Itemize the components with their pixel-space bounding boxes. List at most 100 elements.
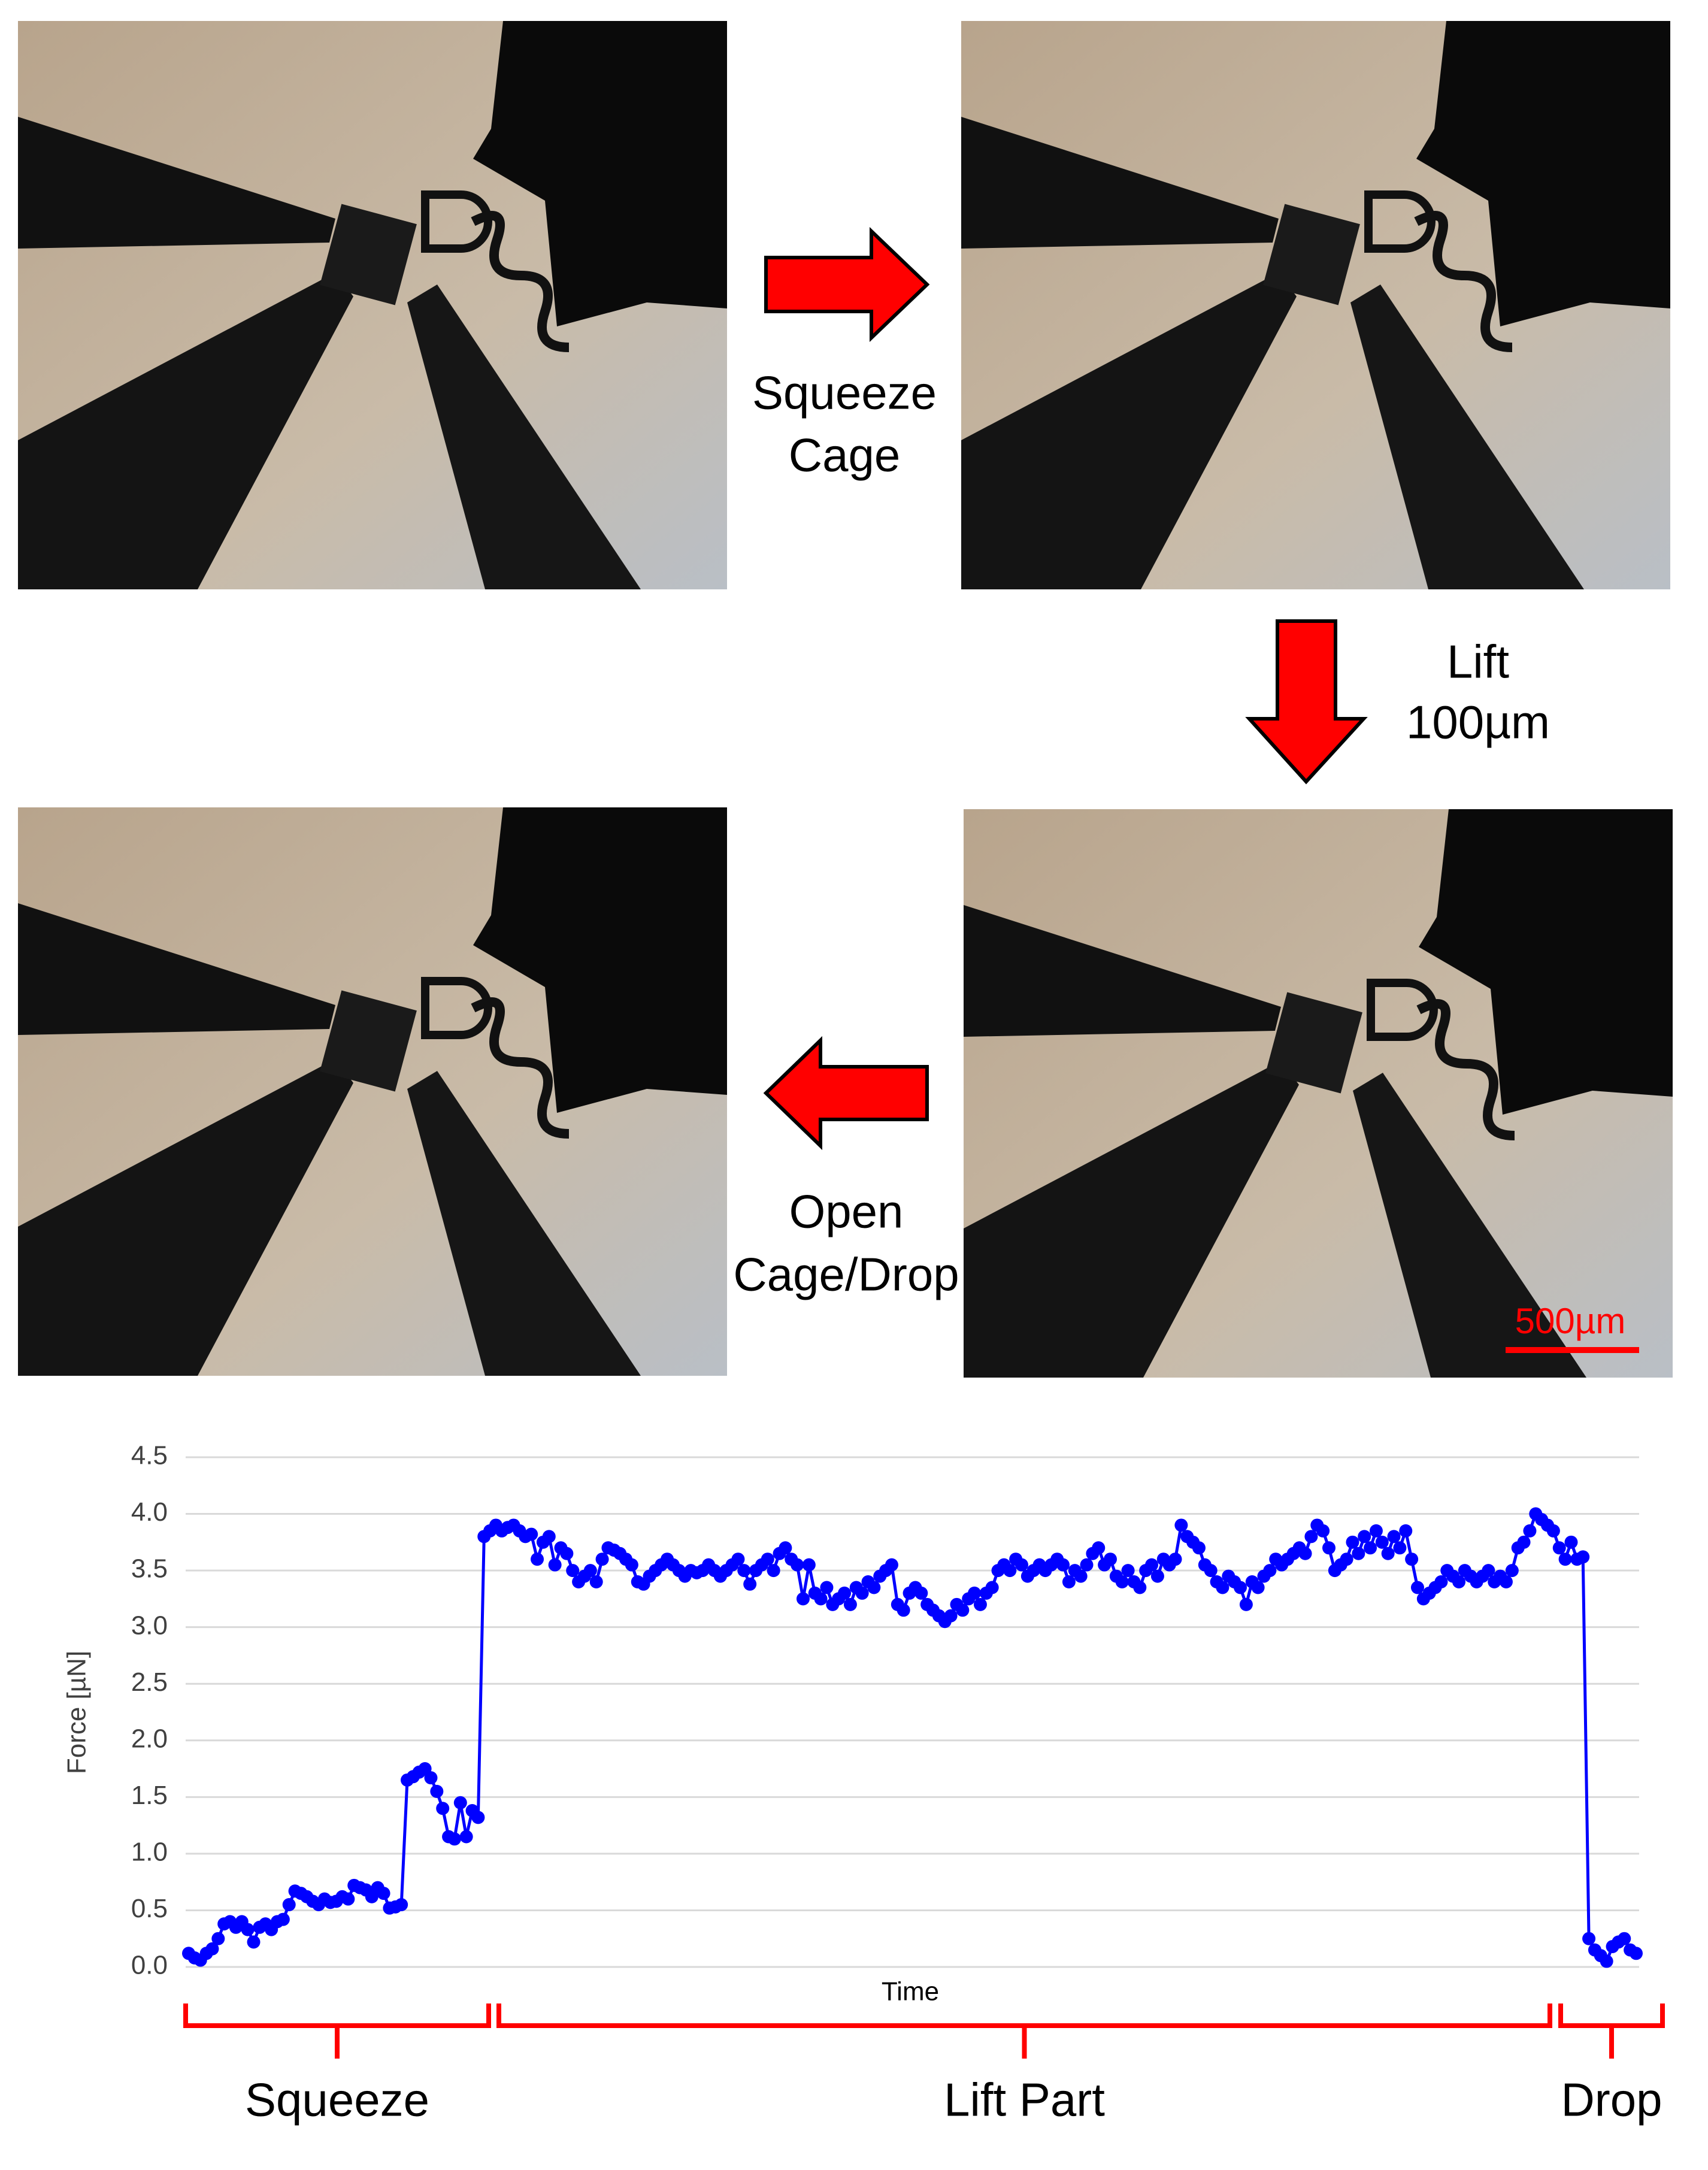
data-point [436, 1802, 450, 1815]
step-label: 100µm [1406, 696, 1550, 749]
data-point [1204, 1564, 1218, 1578]
data-point [566, 1564, 580, 1578]
data-point [1399, 1524, 1413, 1538]
y-tick-label: 3.0 [131, 1611, 168, 1640]
phase-label: Drop [1561, 2074, 1662, 2126]
scale-bar-label: 500µm [1515, 1301, 1626, 1341]
data-point [459, 1830, 473, 1844]
data-point [531, 1552, 544, 1566]
data-point [424, 1771, 438, 1785]
chart: Force [µN] Time 0.0 0.5 1.0 1.5 2.0 2.5 3.0 3.5… [62, 1441, 1665, 2126]
data-point [595, 1552, 609, 1566]
data-line [187, 1511, 1637, 1964]
data-point [796, 1592, 810, 1606]
data-point [1352, 1546, 1365, 1560]
data-point [767, 1564, 780, 1578]
data-point [779, 1541, 792, 1555]
data-point [1340, 1552, 1353, 1566]
y-tick-label: 4.0 [131, 1497, 168, 1527]
data-point [1434, 1575, 1448, 1589]
bracket [183, 2003, 491, 2059]
data-point [1358, 1530, 1371, 1543]
data-point [1523, 1524, 1537, 1538]
data-point [560, 1546, 574, 1560]
photo [18, 807, 727, 1376]
data-point [542, 1530, 556, 1543]
data-point [867, 1581, 881, 1594]
data-point [885, 1558, 898, 1572]
data-point [820, 1581, 834, 1594]
data-point [430, 1784, 444, 1798]
y-tick-label: 2.0 [131, 1724, 168, 1753]
data-point [1304, 1530, 1318, 1543]
y-tick-label: 4.5 [131, 1441, 168, 1470]
y-tick-label: 3.5 [131, 1554, 168, 1584]
data-point [1092, 1541, 1106, 1555]
y-axis-label: Force [µN] [62, 1651, 92, 1774]
x-axis-label: Time [882, 1977, 939, 2006]
step-label: Squeeze [752, 367, 937, 419]
step-label: Lift [1447, 635, 1509, 688]
data-point [377, 1887, 390, 1900]
data-point [985, 1581, 999, 1594]
data-point [1121, 1564, 1135, 1578]
step-label: Open [789, 1185, 904, 1238]
data-point [247, 1935, 261, 1949]
arrow [763, 1036, 929, 1151]
data-point [1393, 1541, 1407, 1555]
data-point [395, 1897, 408, 1911]
data-point [1263, 1564, 1277, 1578]
phase-label: Lift Part [944, 2074, 1105, 2126]
data-point [1564, 1535, 1578, 1549]
arrow [1245, 619, 1368, 785]
photo [964, 809, 1673, 1378]
y-tick-label: 2.5 [131, 1667, 168, 1697]
data-point [1558, 1552, 1572, 1566]
data-point [589, 1575, 603, 1589]
data-point [1582, 1932, 1596, 1945]
data-point [1168, 1552, 1182, 1566]
data-point [1074, 1569, 1088, 1583]
data-point [956, 1603, 970, 1617]
data-point [1546, 1524, 1560, 1538]
data-point [855, 1586, 869, 1600]
data-point [1369, 1524, 1383, 1538]
data-point [341, 1892, 355, 1906]
data-point [276, 1912, 290, 1926]
data-point [1505, 1564, 1519, 1578]
bracket [1558, 2003, 1665, 2059]
data-point [1482, 1564, 1495, 1578]
y-tick-label: 0.5 [131, 1894, 168, 1923]
data-point [583, 1564, 597, 1578]
data-point [1630, 1947, 1643, 1960]
arrow [764, 226, 930, 343]
data-point [1062, 1575, 1076, 1589]
data-point [973, 1597, 987, 1611]
data-point [1316, 1524, 1330, 1538]
data-point [944, 1609, 958, 1623]
photo [961, 21, 1670, 589]
data-point [1174, 1518, 1188, 1532]
data-point [447, 1832, 461, 1846]
data-point [1364, 1541, 1377, 1555]
data-point [1375, 1535, 1389, 1549]
data-point [968, 1586, 982, 1600]
data-point [1145, 1558, 1159, 1572]
data-point [1251, 1581, 1265, 1594]
data-point [471, 1811, 485, 1824]
data-point [453, 1796, 467, 1809]
data-point [737, 1564, 751, 1578]
data-point [838, 1586, 852, 1600]
data-point [1298, 1546, 1312, 1560]
data-point [791, 1558, 804, 1572]
data-point [1499, 1575, 1513, 1589]
data-point [1517, 1535, 1531, 1549]
data-point [897, 1603, 910, 1617]
data-point [802, 1558, 816, 1572]
data-point [743, 1577, 757, 1591]
step-label: Cage/Drop [733, 1248, 959, 1301]
data-point [1387, 1530, 1401, 1543]
data-point [1234, 1581, 1247, 1594]
data-point [1322, 1541, 1336, 1555]
data-point [1133, 1581, 1147, 1594]
